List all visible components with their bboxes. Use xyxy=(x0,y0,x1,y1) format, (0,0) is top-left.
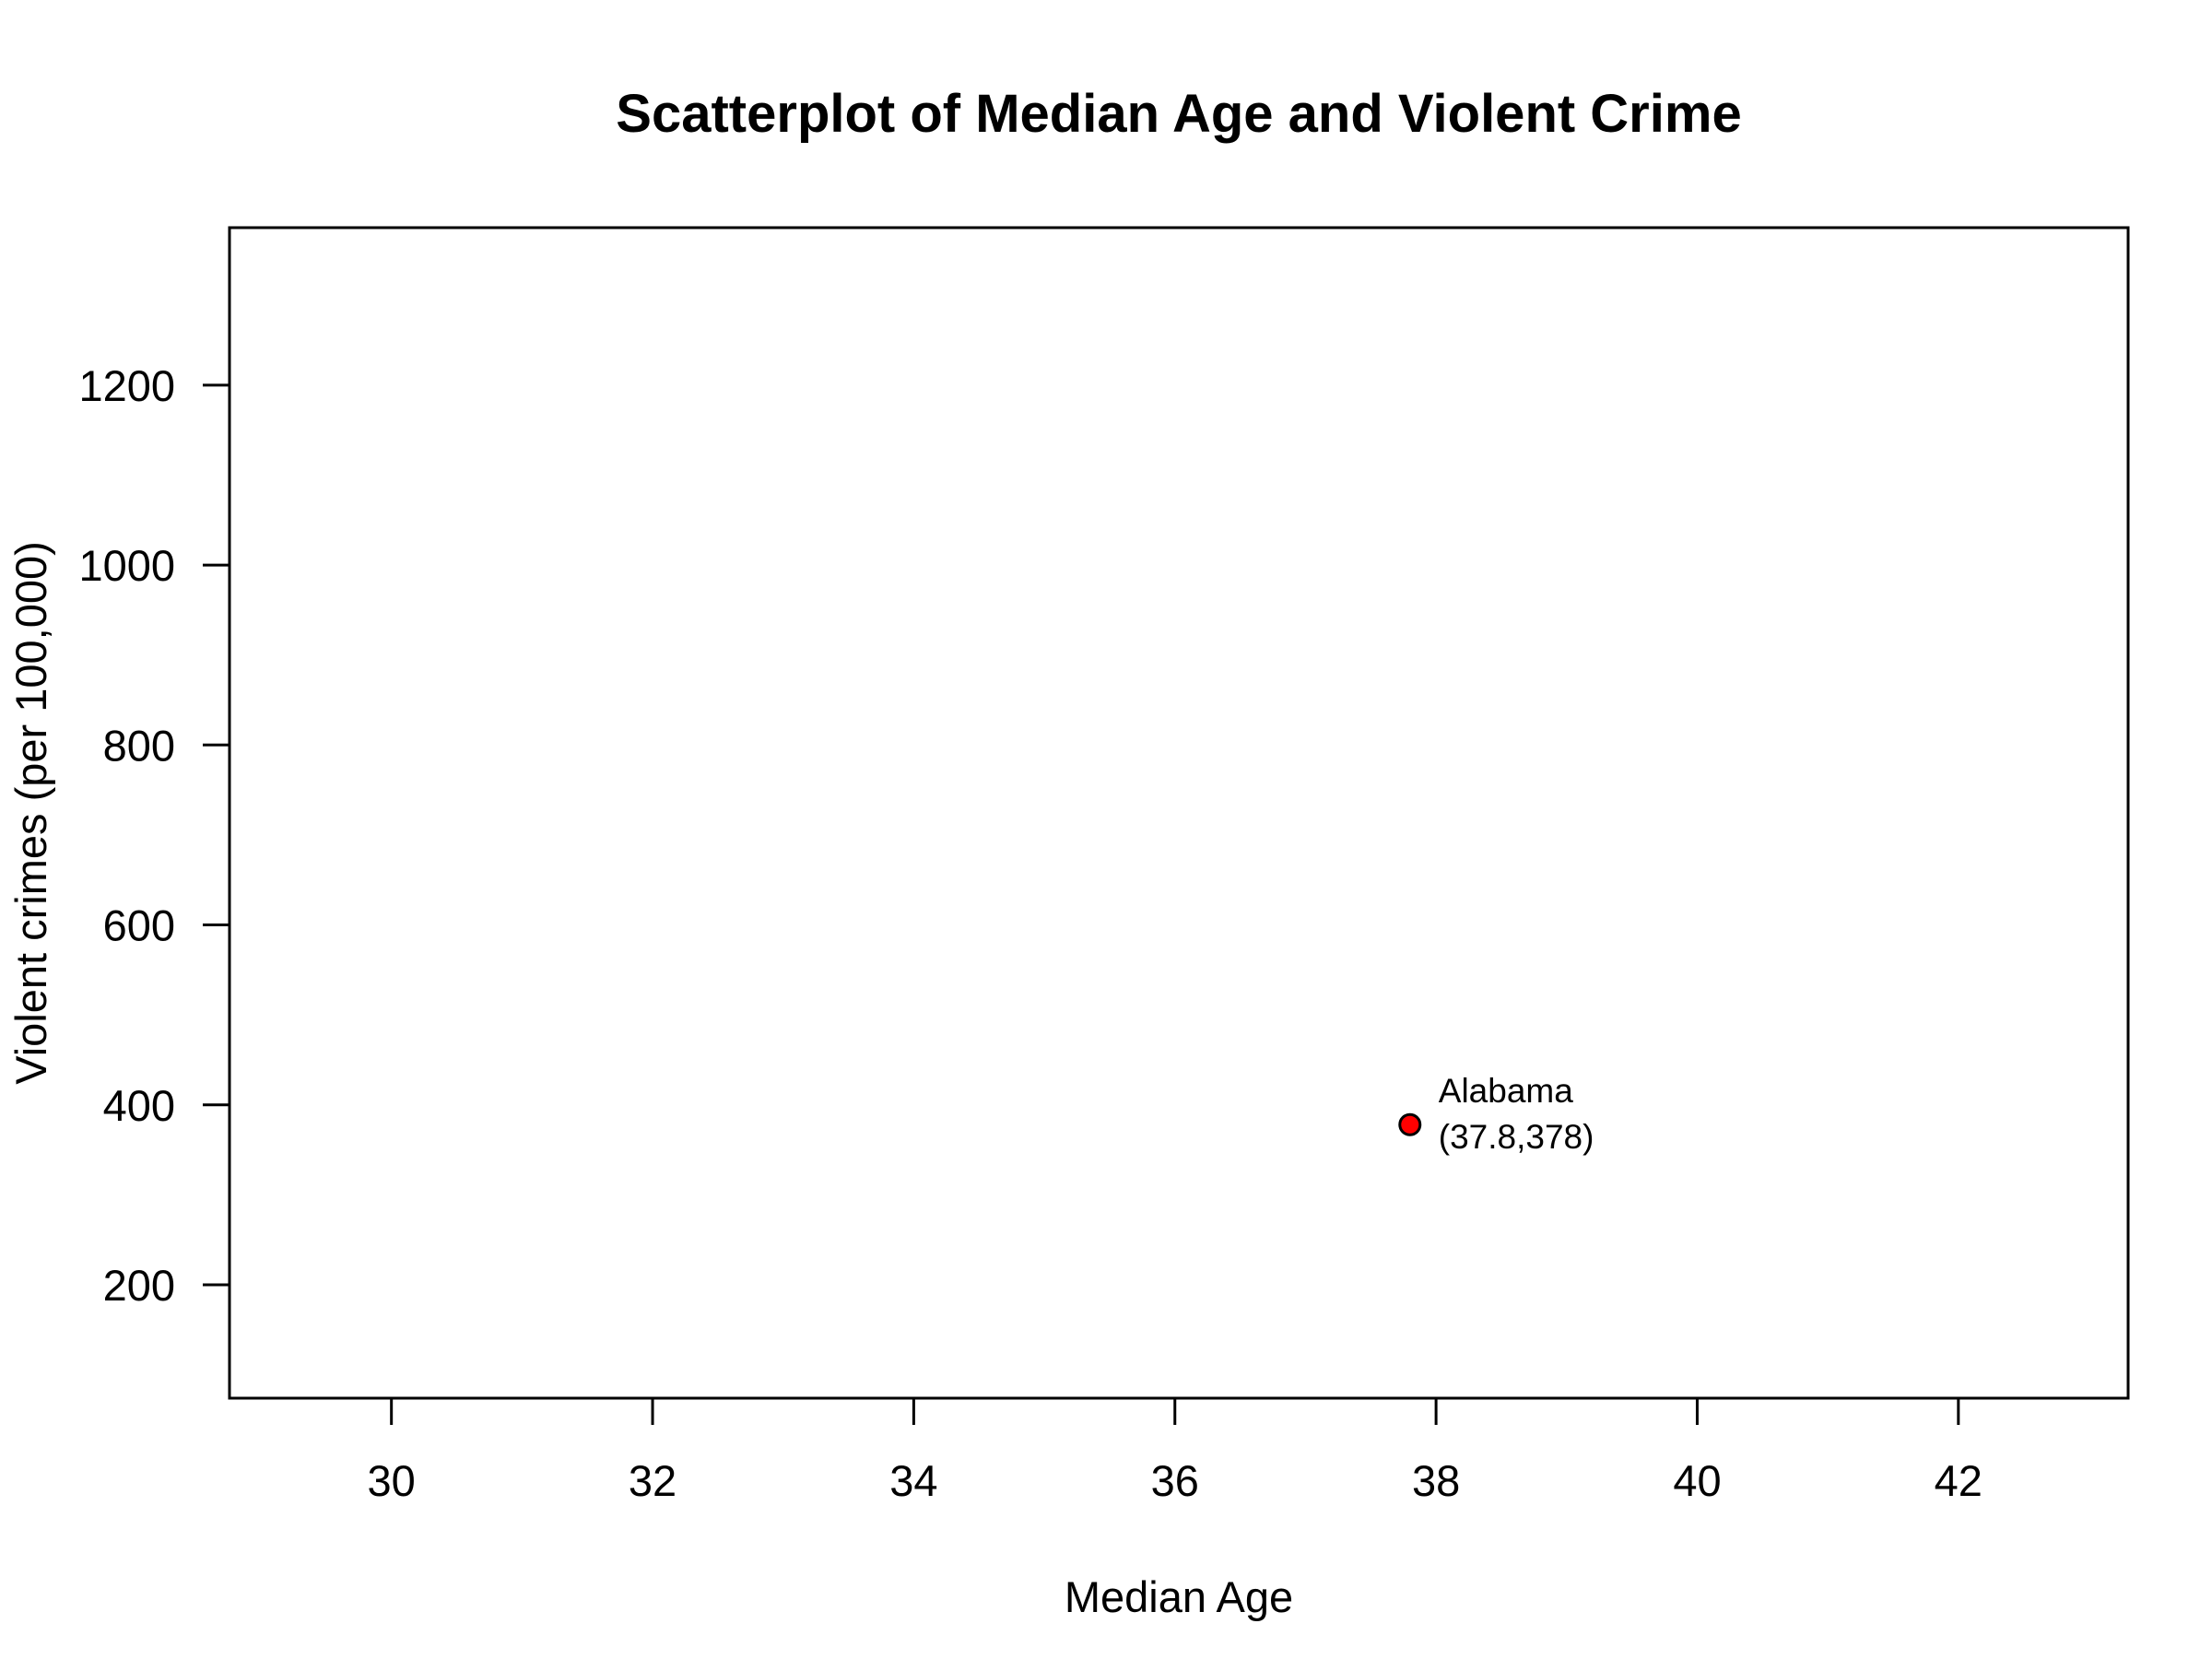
x-tick-label: 38 xyxy=(1412,1456,1460,1505)
plot-frame xyxy=(228,226,2130,1400)
data-points: Alabama (37.8,378) xyxy=(1398,1072,1594,1156)
x-tick-label: 40 xyxy=(1673,1456,1721,1505)
y-axis: 200 400 600 800 1000 1200 xyxy=(78,361,229,1310)
x-axis: 30 32 34 36 38 40 42 xyxy=(368,1398,1983,1505)
y-tick-label: 1000 xyxy=(78,541,175,590)
chart-title: Scatterplot of Median Age and Violent Cr… xyxy=(616,84,1741,144)
y-tick-label: 400 xyxy=(103,1081,175,1130)
x-tick-label: 36 xyxy=(1151,1456,1199,1505)
x-tick-label: 30 xyxy=(368,1456,416,1505)
point-label-name: Alabama xyxy=(1439,1072,1573,1110)
x-tick-label: 42 xyxy=(1935,1456,1983,1505)
y-tick-label: 600 xyxy=(103,901,175,950)
x-tick-label: 34 xyxy=(889,1456,937,1505)
y-axis-label: Violent crimes (per 100,000) xyxy=(6,541,55,1085)
y-tick-label: 800 xyxy=(103,721,175,770)
x-axis-label: Median Age xyxy=(1065,1572,1293,1621)
y-tick-label: 1200 xyxy=(78,361,175,410)
data-point xyxy=(1398,1112,1422,1136)
point-label-coords: (37.8,378) xyxy=(1439,1118,1594,1156)
y-tick-label: 200 xyxy=(103,1261,175,1310)
x-tick-label: 32 xyxy=(629,1456,677,1505)
